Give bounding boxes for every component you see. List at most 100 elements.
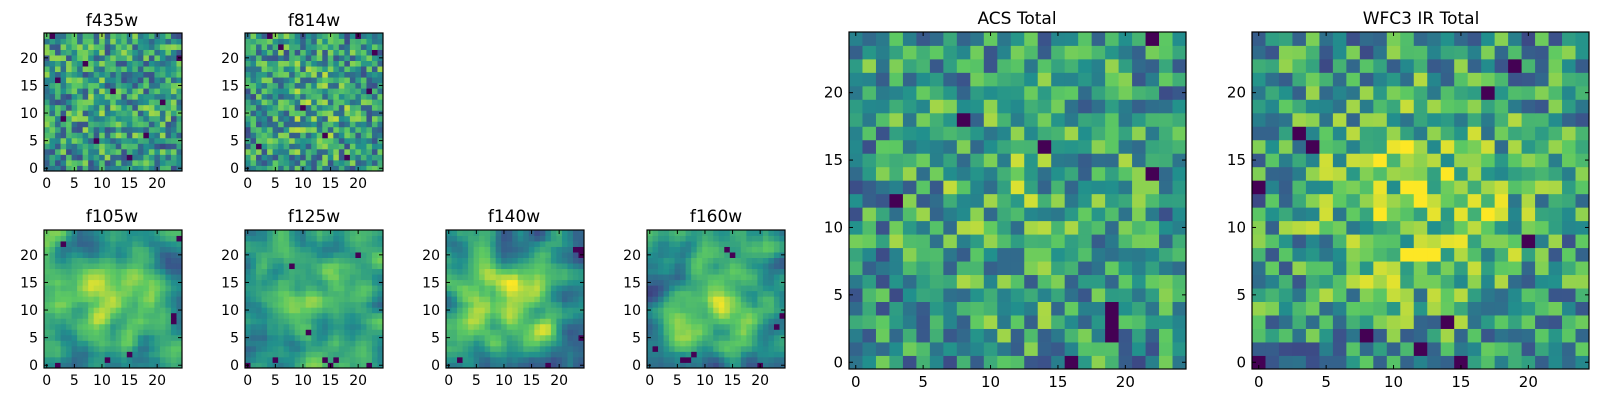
heatmap-cell: [132, 148, 139, 155]
heatmap-cell: [316, 126, 323, 133]
heatmap-cell: [773, 362, 780, 369]
heatmap-cell: [578, 318, 585, 325]
heatmap-cell: [261, 323, 268, 330]
heatmap-cell: [462, 307, 469, 314]
heatmap-cell: [349, 257, 356, 264]
heatmap-cell: [929, 247, 944, 262]
heatmap-cell: [1051, 247, 1066, 262]
heatmap-cell: [110, 132, 117, 139]
heatmap-cell: [55, 44, 61, 50]
heatmap-cell: [495, 356, 502, 363]
heatmap-cell: [473, 312, 480, 319]
heatmap-cell: [300, 323, 307, 330]
heatmap-cell: [82, 263, 89, 270]
heatmap-cell: [1145, 32, 1160, 46]
heatmap-cell: [165, 329, 172, 336]
heatmap-cell: [338, 246, 345, 253]
heatmap-cell: [707, 296, 714, 303]
heatmap-cell: [691, 263, 698, 270]
heatmap-cell: [110, 356, 117, 363]
heatmap-cell: [349, 71, 356, 78]
heatmap-cell: [333, 356, 340, 363]
heatmap-cell: [132, 115, 139, 122]
heatmap-cell: [256, 246, 262, 253]
heatmap-cell: [1064, 315, 1079, 329]
heatmap-cell: [93, 263, 100, 270]
y-tick-label: 0: [230, 161, 239, 177]
heatmap-cell: [751, 340, 758, 347]
heatmap-cell: [1413, 301, 1428, 316]
heatmap-cell: [289, 148, 296, 155]
heatmap-cell: [1400, 180, 1415, 195]
heatmap-cell: [1332, 193, 1347, 208]
heatmap-cell: [663, 246, 670, 253]
heatmap-cell: [366, 279, 373, 286]
heatmap-cell: [250, 257, 257, 264]
heatmap-cell: [1132, 301, 1146, 316]
heatmap-cell: [506, 274, 513, 281]
heatmap-cell: [77, 340, 84, 347]
heatmap-cell: [1010, 328, 1025, 343]
heatmap-cell: [1292, 220, 1307, 235]
heatmap-cell: [159, 345, 166, 352]
heatmap-cell: [82, 159, 89, 166]
heatmap-cell: [154, 154, 161, 161]
heatmap-cell: [479, 362, 486, 369]
heatmap-cell: [1359, 234, 1374, 249]
heatmap-cell: [148, 362, 155, 369]
heatmap-cell: [746, 257, 753, 264]
heatmap-cell: [729, 323, 736, 330]
heatmap-cell: [707, 362, 714, 369]
heatmap-cell: [1145, 139, 1160, 154]
heatmap-cell: [663, 318, 670, 325]
heatmap-cell: [779, 230, 786, 236]
heatmap-cell: [283, 60, 290, 67]
heatmap-cell: [1359, 288, 1374, 302]
heatmap-cell: [250, 246, 257, 253]
heatmap-cell: [658, 362, 664, 369]
heatmap-cell: [278, 329, 285, 336]
heatmap-cell: [338, 88, 345, 95]
heatmap-cell: [545, 279, 552, 286]
heatmap-cell: [366, 115, 373, 122]
y-tick-label: 20: [623, 248, 641, 264]
heatmap-cell: [60, 334, 67, 341]
heatmap-cell: [517, 345, 524, 352]
heatmap-cell: [889, 274, 904, 289]
heatmap-cell: [762, 307, 769, 314]
heatmap-cell: [327, 66, 334, 73]
heatmap-cell: [1064, 72, 1079, 87]
heatmap-cell: [132, 290, 139, 297]
heatmap-cell: [735, 241, 742, 247]
heatmap-cell: [377, 345, 384, 352]
heatmap-cell: [1159, 328, 1173, 343]
heatmap-cell: [349, 235, 356, 242]
heatmap-cell: [849, 32, 863, 46]
heatmap-cell: [132, 66, 139, 73]
heatmap-cell: [344, 55, 351, 61]
heatmap-cell: [93, 82, 100, 89]
heatmap-cell: [272, 252, 279, 258]
heatmap-cell: [746, 301, 753, 308]
heatmap-cell: [1252, 315, 1266, 329]
heatmap-cell: [696, 329, 703, 336]
heatmap-cell: [1400, 274, 1415, 289]
heatmap-cell: [970, 45, 985, 60]
heatmap-cell: [929, 32, 944, 46]
heatmap-cell: [344, 60, 351, 67]
heatmap-cell: [55, 296, 61, 303]
heatmap-cell: [685, 246, 692, 253]
heatmap-cell: [311, 66, 318, 73]
heatmap-cell: [283, 307, 290, 314]
heatmap-cell: [165, 154, 172, 161]
heatmap-cell: [490, 230, 497, 236]
heatmap-cell: [256, 143, 262, 150]
heatmap-cell: [44, 126, 50, 133]
heatmap-cell: [578, 351, 585, 358]
heatmap-cell: [327, 71, 334, 78]
heatmap-cell: [970, 85, 985, 100]
heatmap-cell: [1548, 328, 1563, 343]
heatmap-cell: [256, 279, 262, 286]
heatmap-cell: [729, 329, 736, 336]
heatmap-cell: [49, 148, 56, 155]
